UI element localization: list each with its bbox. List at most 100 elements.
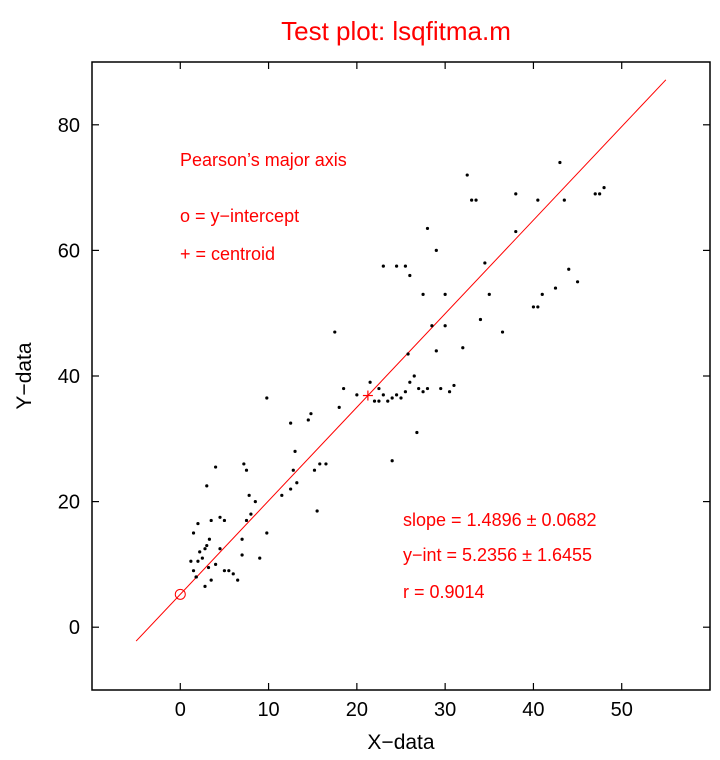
data-point (209, 518, 213, 523)
chart-title: Test plot: lsqfitma.m (281, 16, 511, 46)
data-point (289, 421, 293, 425)
data-point (205, 484, 209, 488)
data-point (470, 198, 474, 202)
slope-annotation: slope = 1.4896 ± 0.0682 (403, 510, 597, 530)
x-tick-label: 20 (346, 699, 368, 721)
data-point (377, 386, 381, 391)
data-point (196, 559, 200, 563)
data-point (425, 386, 430, 391)
data-point (447, 390, 452, 394)
data-point (198, 550, 202, 554)
data-point (191, 531, 196, 535)
data-point (598, 192, 602, 196)
y-tick-label: 20 (58, 492, 80, 514)
data-point (403, 390, 408, 394)
data-point (227, 569, 231, 573)
data-point (249, 512, 253, 516)
data-point (306, 418, 310, 422)
data-point (536, 305, 540, 309)
x-tick-label: 0 (175, 699, 186, 721)
y-tick-label: 0 (69, 617, 80, 639)
data-point (333, 330, 337, 334)
data-point (240, 553, 244, 557)
data-point (390, 396, 394, 400)
data-point (200, 556, 204, 560)
y-axis-label: Y−data (13, 342, 36, 409)
r-annotation: r = 0.9014 (403, 582, 485, 602)
x-tick-label: 10 (257, 699, 279, 721)
data-point (236, 578, 240, 582)
fit-line (135, 79, 667, 642)
data-point (465, 173, 469, 177)
data-point (206, 565, 211, 570)
data-points (189, 160, 606, 588)
data-point (425, 226, 430, 231)
data-point (478, 317, 483, 322)
data-point (500, 330, 505, 334)
data-point (295, 481, 299, 485)
data-point (514, 192, 518, 196)
x-tick-label: 50 (611, 699, 633, 721)
x-tick-label: 30 (434, 699, 456, 721)
data-point (265, 396, 269, 400)
method-annotation: Pearson’s major axis (180, 150, 347, 170)
data-point (231, 572, 235, 576)
data-point (222, 569, 227, 573)
data-point (602, 186, 606, 190)
data-point (312, 468, 317, 472)
x-axis-label: X−data (367, 731, 434, 754)
data-point (205, 543, 209, 548)
data-point (247, 493, 251, 497)
intercept-legend: o = y−intercept (180, 206, 299, 226)
data-point (309, 412, 313, 416)
data-point (203, 547, 207, 551)
data-point (324, 462, 328, 466)
data-point (244, 468, 249, 472)
data-point (434, 248, 438, 252)
data-point (415, 430, 419, 435)
data-point (189, 559, 193, 563)
data-point (214, 465, 218, 469)
data-point (417, 386, 421, 391)
data-point (293, 449, 297, 453)
data-point (461, 346, 465, 350)
axis-ticks: 0 10 20 30 40 50 0 20 40 60 80 (58, 62, 710, 721)
data-point (203, 584, 207, 588)
data-point (421, 390, 425, 394)
fit-line-group (135, 79, 667, 642)
data-point (593, 192, 597, 196)
data-point (443, 324, 447, 328)
data-point (337, 405, 341, 409)
data-point (218, 515, 222, 519)
data-point (377, 399, 381, 403)
data-point (406, 352, 410, 356)
data-point (368, 380, 372, 384)
data-point (430, 324, 434, 328)
data-point (443, 292, 447, 296)
data-point (403, 264, 408, 268)
y-tick-label: 80 (58, 115, 80, 137)
data-point (531, 305, 536, 309)
data-point (244, 518, 249, 523)
data-point (218, 547, 222, 551)
data-point (342, 386, 346, 391)
data-point (214, 562, 218, 567)
data-point (291, 468, 295, 472)
data-point (253, 500, 257, 504)
data-point (483, 261, 487, 265)
data-point (536, 198, 540, 202)
centroid-legend: + = centroid (180, 244, 275, 264)
data-point (553, 286, 558, 290)
data-point (567, 267, 571, 271)
data-point (474, 198, 478, 202)
data-point (194, 575, 198, 579)
x-tick-label: 40 (522, 699, 544, 721)
data-point (394, 264, 399, 268)
data-point (209, 578, 213, 582)
data-point (222, 518, 227, 523)
data-point (258, 556, 262, 560)
data-point (381, 264, 385, 268)
y-tick-label: 60 (58, 240, 80, 262)
data-point (399, 396, 403, 400)
